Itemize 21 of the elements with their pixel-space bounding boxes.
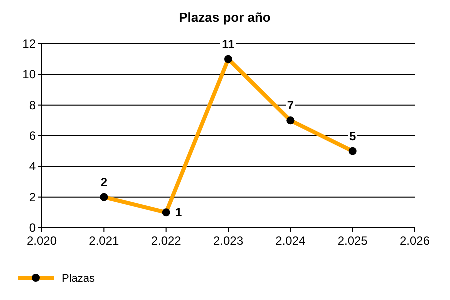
x-tick-label: 2.026: [400, 234, 430, 248]
data-label: 1: [175, 206, 182, 220]
y-tick-label: 8: [29, 98, 36, 112]
x-tick-label: 2.021: [89, 234, 120, 248]
y-tick-label: 12: [22, 37, 36, 51]
x-tick-label: 2.023: [213, 234, 244, 248]
x-tick-label: 2.020: [26, 234, 58, 248]
data-label: 5: [349, 129, 356, 144]
y-tick-label: 2: [29, 190, 36, 204]
y-tick-label: 10: [22, 68, 36, 82]
y-tick-label: 6: [29, 129, 36, 143]
y-tick-label: 0: [29, 221, 36, 235]
data-label: 7: [287, 98, 294, 113]
x-tick-label: 2.024: [276, 234, 306, 248]
x-tick-label: 2.022: [151, 234, 182, 248]
legend-label: Plazas: [62, 273, 96, 285]
data-label: 2: [100, 175, 108, 190]
chart-title: Plazas por año: [179, 10, 271, 25]
data-label: 11: [222, 37, 236, 52]
x-tick-label: 2.025: [338, 234, 368, 248]
y-tick-label: 4: [29, 160, 36, 174]
